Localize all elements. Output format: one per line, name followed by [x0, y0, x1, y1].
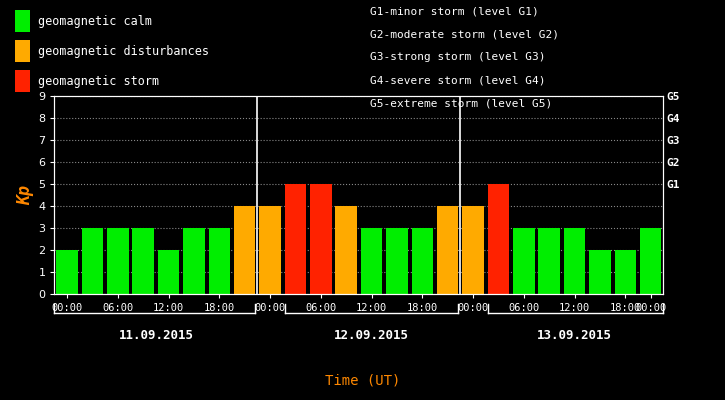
Text: G2-moderate storm (level G2): G2-moderate storm (level G2) [370, 29, 559, 39]
Bar [539, 228, 560, 294]
Y-axis label: Kp: Kp [16, 185, 34, 205]
Bar [183, 228, 204, 294]
Bar [260, 206, 281, 294]
Bar [412, 228, 433, 294]
Bar [564, 228, 585, 294]
Bar [310, 184, 331, 294]
Bar [513, 228, 534, 294]
Text: 13.09.2015: 13.09.2015 [537, 329, 612, 342]
Text: G5-extreme storm (level G5): G5-extreme storm (level G5) [370, 99, 552, 109]
Text: G4-severe storm (level G4): G4-severe storm (level G4) [370, 76, 545, 86]
Text: 12.09.2015: 12.09.2015 [334, 329, 409, 342]
Bar [463, 206, 484, 294]
Text: G3-strong storm (level G3): G3-strong storm (level G3) [370, 52, 545, 62]
Bar [57, 250, 78, 294]
Bar [488, 184, 509, 294]
Text: Time (UT): Time (UT) [325, 374, 400, 388]
Bar [615, 250, 636, 294]
Bar [133, 228, 154, 294]
Text: 11.09.2015: 11.09.2015 [118, 329, 194, 342]
Text: geomagnetic disturbances: geomagnetic disturbances [38, 44, 209, 58]
Bar [209, 228, 230, 294]
Text: geomagnetic storm: geomagnetic storm [38, 74, 159, 88]
Bar [234, 206, 255, 294]
Bar [361, 228, 382, 294]
Bar [386, 228, 407, 294]
Bar [285, 184, 306, 294]
Text: geomagnetic calm: geomagnetic calm [38, 14, 152, 28]
Bar [437, 206, 458, 294]
Bar [336, 206, 357, 294]
Bar [82, 228, 103, 294]
Bar [107, 228, 128, 294]
Bar [589, 250, 610, 294]
Bar [158, 250, 179, 294]
Bar [640, 228, 661, 294]
Text: G1-minor storm (level G1): G1-minor storm (level G1) [370, 6, 539, 16]
